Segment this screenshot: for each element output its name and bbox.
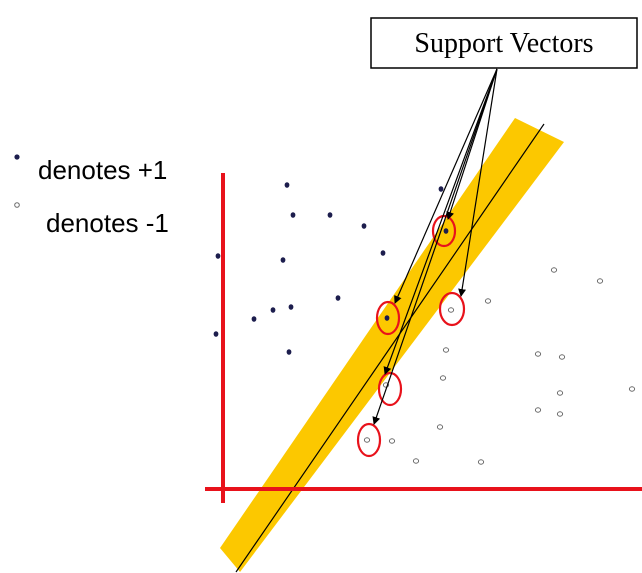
arrow-to-sv-3 [458, 68, 498, 297]
positive-point [286, 349, 292, 355]
callout-label: Support Vectors [414, 28, 593, 59]
positive-point [438, 186, 444, 192]
positive-point [361, 223, 367, 229]
positive-point [284, 182, 290, 188]
positive-point [384, 315, 390, 321]
negative-point [388, 438, 396, 444]
negative-point [363, 437, 371, 443]
negative-point [534, 407, 542, 413]
negative-point [596, 278, 604, 284]
negative-point [447, 307, 455, 313]
negative-point [439, 375, 447, 381]
negative-point [628, 386, 636, 392]
positive-point [288, 304, 294, 310]
legend-positive-label: denotes +1 [38, 155, 167, 185]
positive-point [443, 228, 449, 234]
negative-point [556, 390, 564, 396]
negative-point [412, 458, 420, 464]
legend-negative-marker [14, 202, 20, 208]
negative-point [436, 424, 444, 430]
arrow-to-sv-4 [383, 68, 498, 375]
positive-point [251, 316, 257, 322]
legend-negative-label: denotes -1 [46, 208, 169, 238]
support-vector-circle [438, 291, 466, 327]
positive-point [335, 295, 341, 301]
positive-point [213, 331, 219, 337]
negative-point [484, 298, 492, 304]
negative-point [550, 267, 558, 273]
arrow-to-sv-2 [394, 68, 498, 304]
callout-arrows [372, 68, 498, 425]
decision-boundary [235, 123, 545, 573]
legend-positive-marker [14, 154, 20, 160]
support-vector-circle [356, 422, 382, 458]
support-vector-circle [375, 300, 401, 336]
positive-point [280, 257, 286, 263]
arrow-to-sv-5 [372, 68, 498, 425]
positive-points [213, 182, 449, 355]
positive-point [380, 250, 386, 256]
support-vector-circle [431, 214, 457, 248]
negative-point [477, 459, 485, 465]
callout-box [370, 17, 638, 69]
negative-points [363, 267, 636, 465]
negative-point [556, 411, 564, 417]
positive-point [215, 253, 221, 259]
positive-point [327, 212, 333, 218]
support-vector-circles [356, 214, 466, 458]
positive-point [290, 212, 296, 218]
negative-point [558, 354, 566, 360]
positive-point [270, 307, 276, 313]
negative-point [534, 351, 542, 357]
negative-point [442, 347, 450, 353]
